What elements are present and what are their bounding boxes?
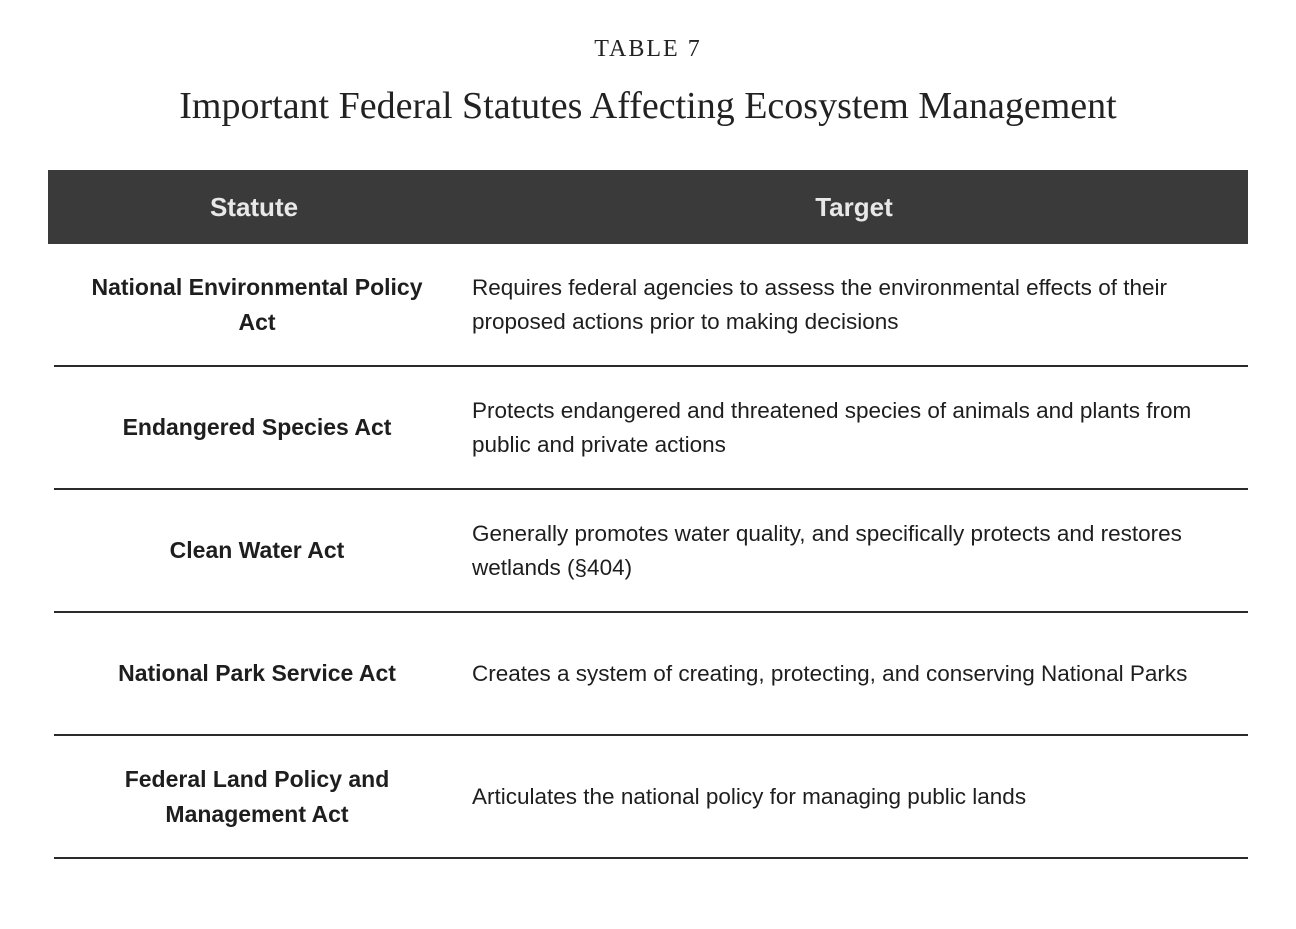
statute-cell: National Environmental Policy Act [91, 273, 423, 335]
target-cell: Articulates the national policy for mana… [472, 783, 1027, 809]
statutes-table: Statute Target National Environmental Po… [48, 170, 1248, 859]
table-row: Federal Land Policy and Management Act A… [54, 736, 1248, 859]
table-label: TABLE 7 [594, 36, 702, 62]
column-header-target: Target [815, 191, 893, 222]
statute-cell: Clean Water Act [169, 537, 345, 563]
column-header-statute: Statute [209, 191, 299, 222]
table-header: Statute Target [48, 170, 1248, 244]
table-title: Important Federal Statutes Affecting Eco… [179, 85, 1117, 127]
statute-cell: Endangered Species Act [122, 414, 392, 440]
statute-cell: Federal Land Policy and Management Act [124, 765, 390, 827]
table-row: National Park Service Act Creates a syst… [54, 613, 1248, 736]
table-row: National Environmental Policy Act Requir… [54, 244, 1248, 367]
target-cell: Creates a system of creating, protecting… [472, 660, 1188, 686]
target-cell: Requires federal agencies to assess the … [472, 274, 1167, 334]
table-row: Clean Water Act Generally promotes water… [54, 490, 1248, 613]
statute-cell: National Park Service Act [118, 660, 396, 686]
target-cell: Generally promotes water quality, and sp… [472, 520, 1182, 580]
table-row: Endangered Species Act Protects endanger… [54, 367, 1248, 490]
target-cell: Protects endangered and threatened speci… [472, 397, 1192, 457]
